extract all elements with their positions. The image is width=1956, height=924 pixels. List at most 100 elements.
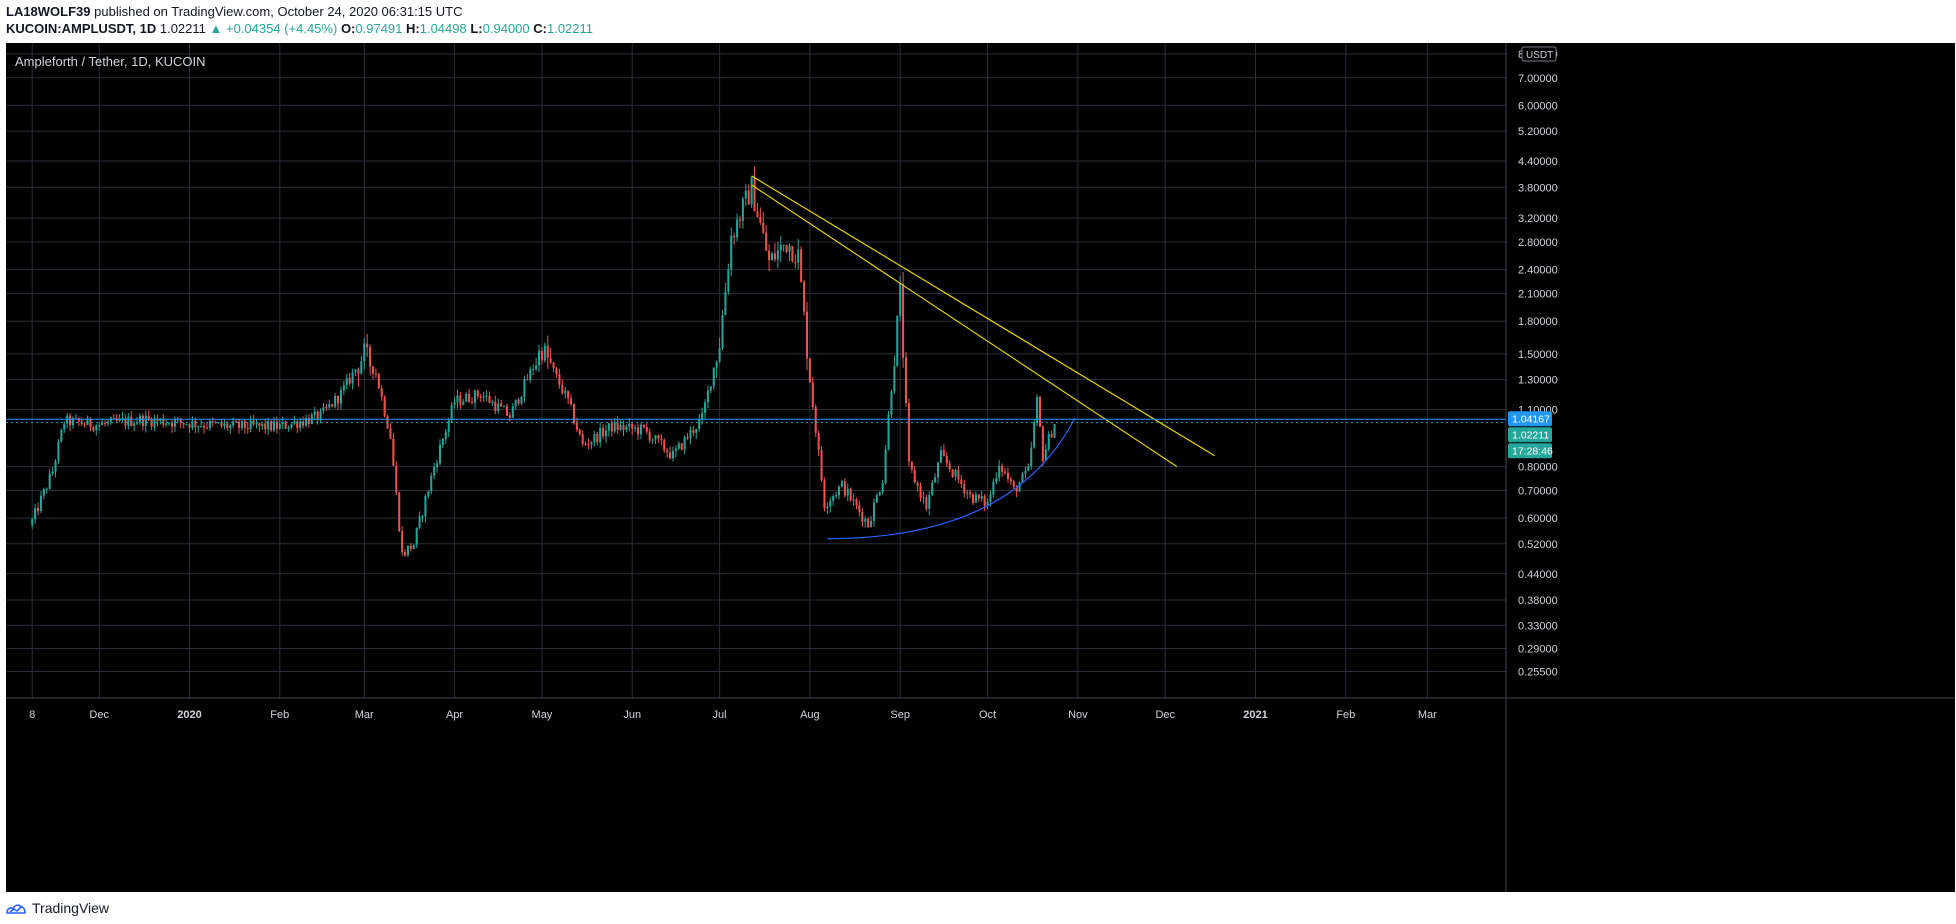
candle (832, 496, 835, 501)
candle (433, 466, 436, 476)
price-chart[interactable]: 8.000007.000006.000005.200004.400003.800… (6, 43, 1955, 892)
candle (412, 544, 415, 549)
candle (357, 369, 360, 374)
candle (671, 450, 675, 459)
candle (788, 246, 791, 252)
candle (284, 421, 287, 429)
close-label: C: (533, 21, 547, 36)
candle (954, 469, 957, 477)
chart-area[interactable]: 8.000007.000006.000005.200004.400003.800… (6, 43, 1955, 892)
candle (86, 418, 89, 425)
candle (1038, 397, 1041, 427)
candle (619, 425, 622, 430)
candle (782, 244, 785, 246)
candle (974, 494, 977, 503)
publish-info: LA18WOLF39 published on TradingView.com,… (6, 4, 462, 19)
author-name[interactable]: LA18WOLF39 (6, 4, 91, 19)
candle (942, 450, 945, 456)
candle (581, 434, 584, 444)
y-tick-label: 0.29000 (1518, 643, 1558, 655)
candle (471, 401, 474, 403)
y-unit-box (1521, 46, 1557, 62)
candle (540, 350, 543, 361)
candle (776, 250, 779, 260)
candle (503, 406, 506, 408)
candle (438, 444, 441, 464)
candle (928, 494, 931, 509)
candle (572, 404, 575, 424)
rounding-bottom-curve (827, 417, 1076, 540)
candle (51, 471, 54, 474)
y-tick-label: 7.00000 (1518, 73, 1558, 85)
candle (482, 396, 485, 398)
candle (409, 545, 412, 549)
y-tick-label: 0.25500 (1518, 667, 1558, 679)
candle (447, 420, 450, 432)
candle (159, 418, 162, 421)
candle (1006, 472, 1009, 479)
y-tick-label: 0.80000 (1518, 462, 1558, 474)
candle (960, 479, 963, 484)
low-value: 0.94000 (482, 21, 530, 36)
candle (121, 418, 124, 420)
candle (884, 449, 887, 484)
candle (173, 419, 176, 427)
candle (500, 403, 503, 407)
candle (578, 429, 581, 435)
candle (339, 390, 342, 404)
candle (133, 423, 136, 426)
x-tick-label: Aug (800, 709, 820, 721)
candle (197, 426, 200, 428)
symbol-name: KUCOIN:AMPLUSDT, 1D (6, 21, 157, 36)
candle (290, 423, 293, 428)
candle (596, 433, 599, 443)
x-tick-label: Jul (713, 709, 727, 721)
candle (418, 516, 421, 528)
candle (1021, 473, 1024, 483)
candle (479, 396, 482, 398)
candle (377, 373, 380, 389)
candle (957, 469, 960, 480)
candle (666, 450, 669, 453)
candle (351, 371, 354, 384)
candle (31, 519, 34, 525)
footer-brand[interactable]: TradingView (6, 897, 109, 919)
candle (459, 395, 462, 405)
candle (604, 430, 608, 437)
candle (779, 244, 782, 251)
candle (319, 410, 322, 421)
candle (613, 422, 616, 432)
candle (584, 443, 587, 445)
candle (165, 423, 168, 425)
candle (299, 421, 302, 428)
candle (645, 427, 648, 432)
candle (773, 253, 776, 260)
candle (39, 495, 42, 512)
candle (704, 402, 707, 413)
candle (427, 491, 430, 497)
y-tick-label: 5.20000 (1518, 126, 1558, 138)
candle (98, 425, 101, 427)
candle (95, 425, 98, 431)
candle (759, 216, 762, 223)
candle (532, 369, 535, 371)
candle (1041, 426, 1044, 461)
candle (937, 462, 940, 478)
candle (1015, 487, 1018, 492)
candle (642, 424, 645, 428)
candle (127, 416, 130, 426)
candle (473, 390, 476, 403)
candle (48, 473, 51, 489)
candle (995, 477, 998, 482)
candle (575, 423, 578, 430)
price-label-box (1508, 443, 1552, 459)
y-tick-label: 0.52000 (1518, 539, 1558, 551)
candle (977, 494, 980, 499)
candle (188, 424, 191, 428)
candle (267, 421, 270, 430)
candle (334, 395, 337, 407)
price-label-text: 17:28:46 (1512, 445, 1553, 457)
candle (602, 428, 605, 437)
candle (741, 198, 744, 221)
candle (971, 494, 975, 503)
